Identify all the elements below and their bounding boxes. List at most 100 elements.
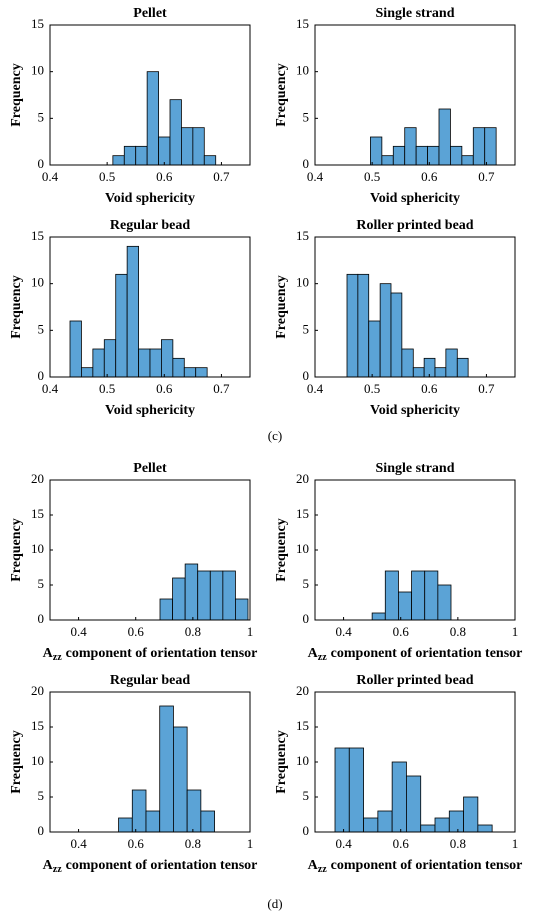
axes-box — [49, 24, 251, 166]
chart-title: Roller printed bead — [356, 218, 473, 233]
y-tick-label: 10 — [296, 753, 309, 768]
bar — [392, 145, 406, 166]
y-tick-label: 15 — [296, 718, 309, 733]
bar — [103, 339, 117, 378]
x-tick-label: 0.6 — [156, 169, 173, 184]
y-axis-label: Frequency — [274, 518, 289, 582]
x-tick-label: 0.4 — [335, 624, 352, 639]
y-axis-label: Frequency — [274, 63, 289, 127]
x-axis-label-sub: zz — [53, 652, 62, 663]
bar — [381, 155, 394, 166]
y-tick-label: 20 — [296, 471, 309, 486]
axes-box — [49, 236, 251, 378]
bar — [159, 598, 173, 621]
y-tick-label: 10 — [31, 753, 44, 768]
x-axis-label: Azz component of orientation tensor — [43, 646, 258, 663]
bar — [81, 367, 94, 378]
x-axis-label-text: component of orientation tensor — [66, 646, 258, 661]
bar — [235, 598, 249, 621]
x-axis-label-sub: zz — [318, 864, 327, 875]
bar — [203, 155, 217, 166]
bar — [424, 570, 439, 621]
bar — [348, 747, 364, 833]
bar — [484, 127, 497, 166]
x-tick-label: 0.7 — [213, 169, 230, 184]
x-tick-label: 0.8 — [185, 836, 201, 851]
y-tick-label: 10 — [31, 275, 44, 290]
bar — [461, 155, 474, 166]
x-axis-label: Azz component of orientation tensor — [308, 646, 523, 663]
y-tick-label: 15 — [296, 228, 309, 243]
x-axis-label-text: component of orientation tensor — [331, 858, 523, 873]
bar — [434, 817, 450, 833]
bar — [420, 824, 436, 833]
bar — [146, 71, 159, 166]
x-tick-label: 0.6 — [156, 381, 173, 396]
x-tick-label: 0.8 — [185, 624, 201, 639]
bar — [450, 145, 463, 166]
y-tick-label: 0 — [38, 368, 45, 383]
bar — [192, 127, 205, 166]
bar — [472, 127, 486, 166]
bar — [159, 705, 174, 833]
axes-box — [314, 24, 516, 166]
bar — [346, 273, 359, 378]
bar — [183, 367, 197, 378]
x-tick-label: 0.6 — [393, 836, 410, 851]
x-tick-label: 0.7 — [213, 381, 230, 396]
bar — [477, 824, 493, 833]
x-tick-label: 0.8 — [450, 836, 466, 851]
bar — [371, 612, 386, 621]
x-axis-label: Void sphericity — [105, 191, 195, 206]
bar — [363, 817, 379, 833]
x-tick-label: 0.4 — [42, 169, 59, 184]
x-tick-label: 0.4 — [307, 169, 324, 184]
bar — [377, 810, 393, 833]
y-tick-label: 15 — [31, 506, 44, 521]
x-tick-label: 0.6 — [393, 624, 410, 639]
x-axis-label-base: A — [308, 858, 319, 873]
x-tick-label: 1 — [247, 624, 254, 639]
y-tick-label: 15 — [296, 16, 309, 31]
x-tick-label: 1 — [247, 836, 254, 851]
y-tick-label: 5 — [303, 788, 310, 803]
x-tick-label: 0.5 — [99, 169, 115, 184]
x-tick-label: 1 — [512, 836, 519, 851]
x-tick-label: 0.6 — [421, 381, 438, 396]
axes-box — [314, 236, 516, 378]
y-tick-label: 5 — [38, 321, 45, 336]
bar — [384, 570, 399, 621]
bar — [411, 570, 426, 621]
bar — [115, 273, 128, 378]
x-tick-label: 1 — [512, 624, 519, 639]
x-tick-label: 0.6 — [128, 836, 145, 851]
bar — [390, 292, 403, 378]
bar — [412, 367, 425, 378]
bar — [195, 367, 208, 378]
y-tick-label: 0 — [38, 823, 45, 838]
bar — [123, 145, 137, 166]
bar — [463, 796, 479, 833]
y-tick-label: 15 — [31, 228, 44, 243]
x-tick-label: 0.4 — [42, 381, 59, 396]
bar — [370, 136, 383, 166]
chart-title: Roller printed bead — [356, 673, 473, 688]
y-tick-label: 0 — [303, 368, 310, 383]
x-axis-label-base: A — [43, 646, 54, 661]
y-axis-label: Frequency — [9, 63, 24, 127]
bar — [209, 570, 224, 621]
y-axis-label: Frequency — [274, 275, 289, 339]
bar — [149, 348, 162, 378]
bar — [438, 108, 451, 166]
x-tick-label: 0.4 — [70, 836, 87, 851]
bar — [92, 348, 105, 378]
chart-title: Pellet — [133, 6, 167, 21]
x-axis-label-text: component of orientation tensor — [331, 646, 523, 661]
x-tick-label: 0.4 — [70, 624, 87, 639]
bar — [181, 127, 194, 166]
bar — [172, 577, 186, 621]
y-tick-label: 10 — [296, 541, 309, 556]
chart-title: Regular bead — [110, 218, 190, 233]
y-axis-label: Frequency — [9, 275, 24, 339]
